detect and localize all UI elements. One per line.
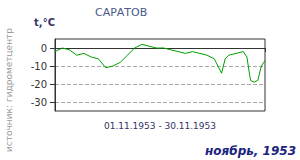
svg-text:САРАТОВ: САРАТОВ (95, 6, 147, 19)
svg-text:ноябрь, 1953: ноябрь, 1953 (205, 144, 296, 158)
svg-text:01.11.1953 - 30.11.1953: 01.11.1953 - 30.11.1953 (104, 121, 216, 131)
svg-text:источник: гидрометцентр: источник: гидрометцентр (4, 28, 14, 152)
svg-text:-30: -30 (31, 97, 47, 108)
svg-text:-20: -20 (31, 79, 47, 90)
svg-text:-10: -10 (31, 61, 47, 72)
svg-text:t,°C: t,°C (34, 17, 55, 28)
svg-text:0: 0 (41, 43, 47, 54)
